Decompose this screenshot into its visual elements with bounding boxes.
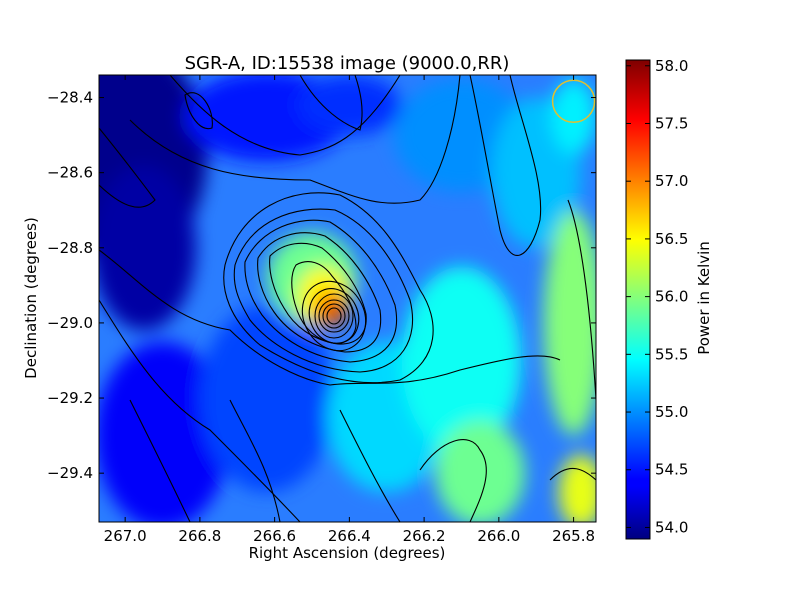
contour-line — [419, 439, 487, 522]
x-tick-label: 266.0 — [477, 527, 520, 545]
contour-line — [567, 199, 596, 401]
contour-line — [184, 92, 213, 130]
contour-line — [339, 409, 401, 522]
contour-line — [549, 468, 596, 481]
x-axis: 267.0 266.8 266.6 266.4 266.2 266.0 265.8 — [104, 75, 595, 545]
contour-line — [326, 307, 342, 325]
colorbar-tick-label: 57.5 — [655, 114, 688, 132]
heatmap-region — [99, 341, 230, 522]
contour-line — [318, 299, 350, 333]
plot-frame — [98, 74, 597, 523]
colorbar-tick-label: 56.5 — [655, 230, 688, 248]
y-axis-label: Declination (degrees) — [22, 217, 40, 379]
x-tick-label: 266.2 — [403, 527, 446, 545]
x-tick-label: 265.8 — [552, 527, 595, 545]
x-tick-label: 266.6 — [253, 527, 296, 545]
contour-line — [169, 75, 401, 156]
heatmap-region — [199, 304, 335, 492]
colorbar-tick-label: 54.0 — [655, 518, 688, 536]
contour-line — [301, 280, 367, 352]
heatmap-region — [558, 454, 596, 522]
contour-line — [229, 399, 281, 522]
contour-line — [308, 288, 360, 344]
colorbar-tick-label: 55.0 — [655, 403, 688, 421]
contour-line — [99, 299, 301, 522]
contour-line — [129, 75, 461, 204]
contour-line — [244, 219, 397, 363]
y-tick-label: −28.8 — [47, 239, 93, 257]
y-tick-label: −28.4 — [47, 89, 93, 107]
contour-line — [299, 75, 363, 131]
colorbar-tick-label: 55.5 — [655, 345, 688, 363]
heatmap-region — [551, 78, 596, 154]
x-tick-label: 266.4 — [328, 527, 371, 545]
colorbar-ticks: 54.0 54.5 55.0 55.5 56.0 56.5 57.0 57.5 58.0 — [626, 57, 688, 536]
heatmap-region — [99, 165, 197, 331]
y-tick-label: −29.2 — [47, 389, 93, 407]
marker-circle — [551, 79, 596, 124]
contour-line — [322, 303, 346, 329]
contour-line — [314, 293, 354, 339]
x-tick-label: 267.0 — [104, 527, 147, 545]
contour-line — [223, 192, 434, 384]
colorbar-tick-label: 56.0 — [655, 288, 688, 306]
contour-line — [99, 249, 561, 386]
colorbar-label: Power in Kelvin — [695, 241, 713, 355]
x-tick-label: 266.8 — [178, 527, 221, 545]
colorbar — [625, 59, 651, 540]
heatmap-region — [329, 310, 339, 321]
y-tick-label: −28.6 — [47, 164, 93, 182]
chart-title: SGR-A, ID:15538 image (9000.0,RR) — [185, 53, 510, 74]
x-axis-label: Right Ascension (degrees) — [249, 544, 446, 562]
y-axis: −28.4 −28.6 −28.8 −29.0 −29.2 −29.4 — [47, 89, 596, 482]
contour-line — [269, 242, 367, 345]
contour-line — [129, 399, 191, 522]
heatmap-region — [435, 420, 525, 522]
contour-line — [469, 75, 542, 256]
contour-line — [233, 208, 414, 373]
heatmap-region — [297, 75, 402, 136]
colorbar-tick-label: 58.0 — [655, 57, 688, 75]
contour-line — [99, 127, 156, 208]
colorbar-tick-label: 57.0 — [655, 172, 688, 190]
contour-line — [257, 232, 382, 353]
contour-lines — [99, 75, 596, 522]
colorbar-tick-label: 54.5 — [655, 461, 688, 479]
heatmap-image — [99, 75, 596, 522]
y-tick-label: −29.4 — [47, 464, 93, 482]
y-tick-label: −29.0 — [47, 314, 93, 332]
